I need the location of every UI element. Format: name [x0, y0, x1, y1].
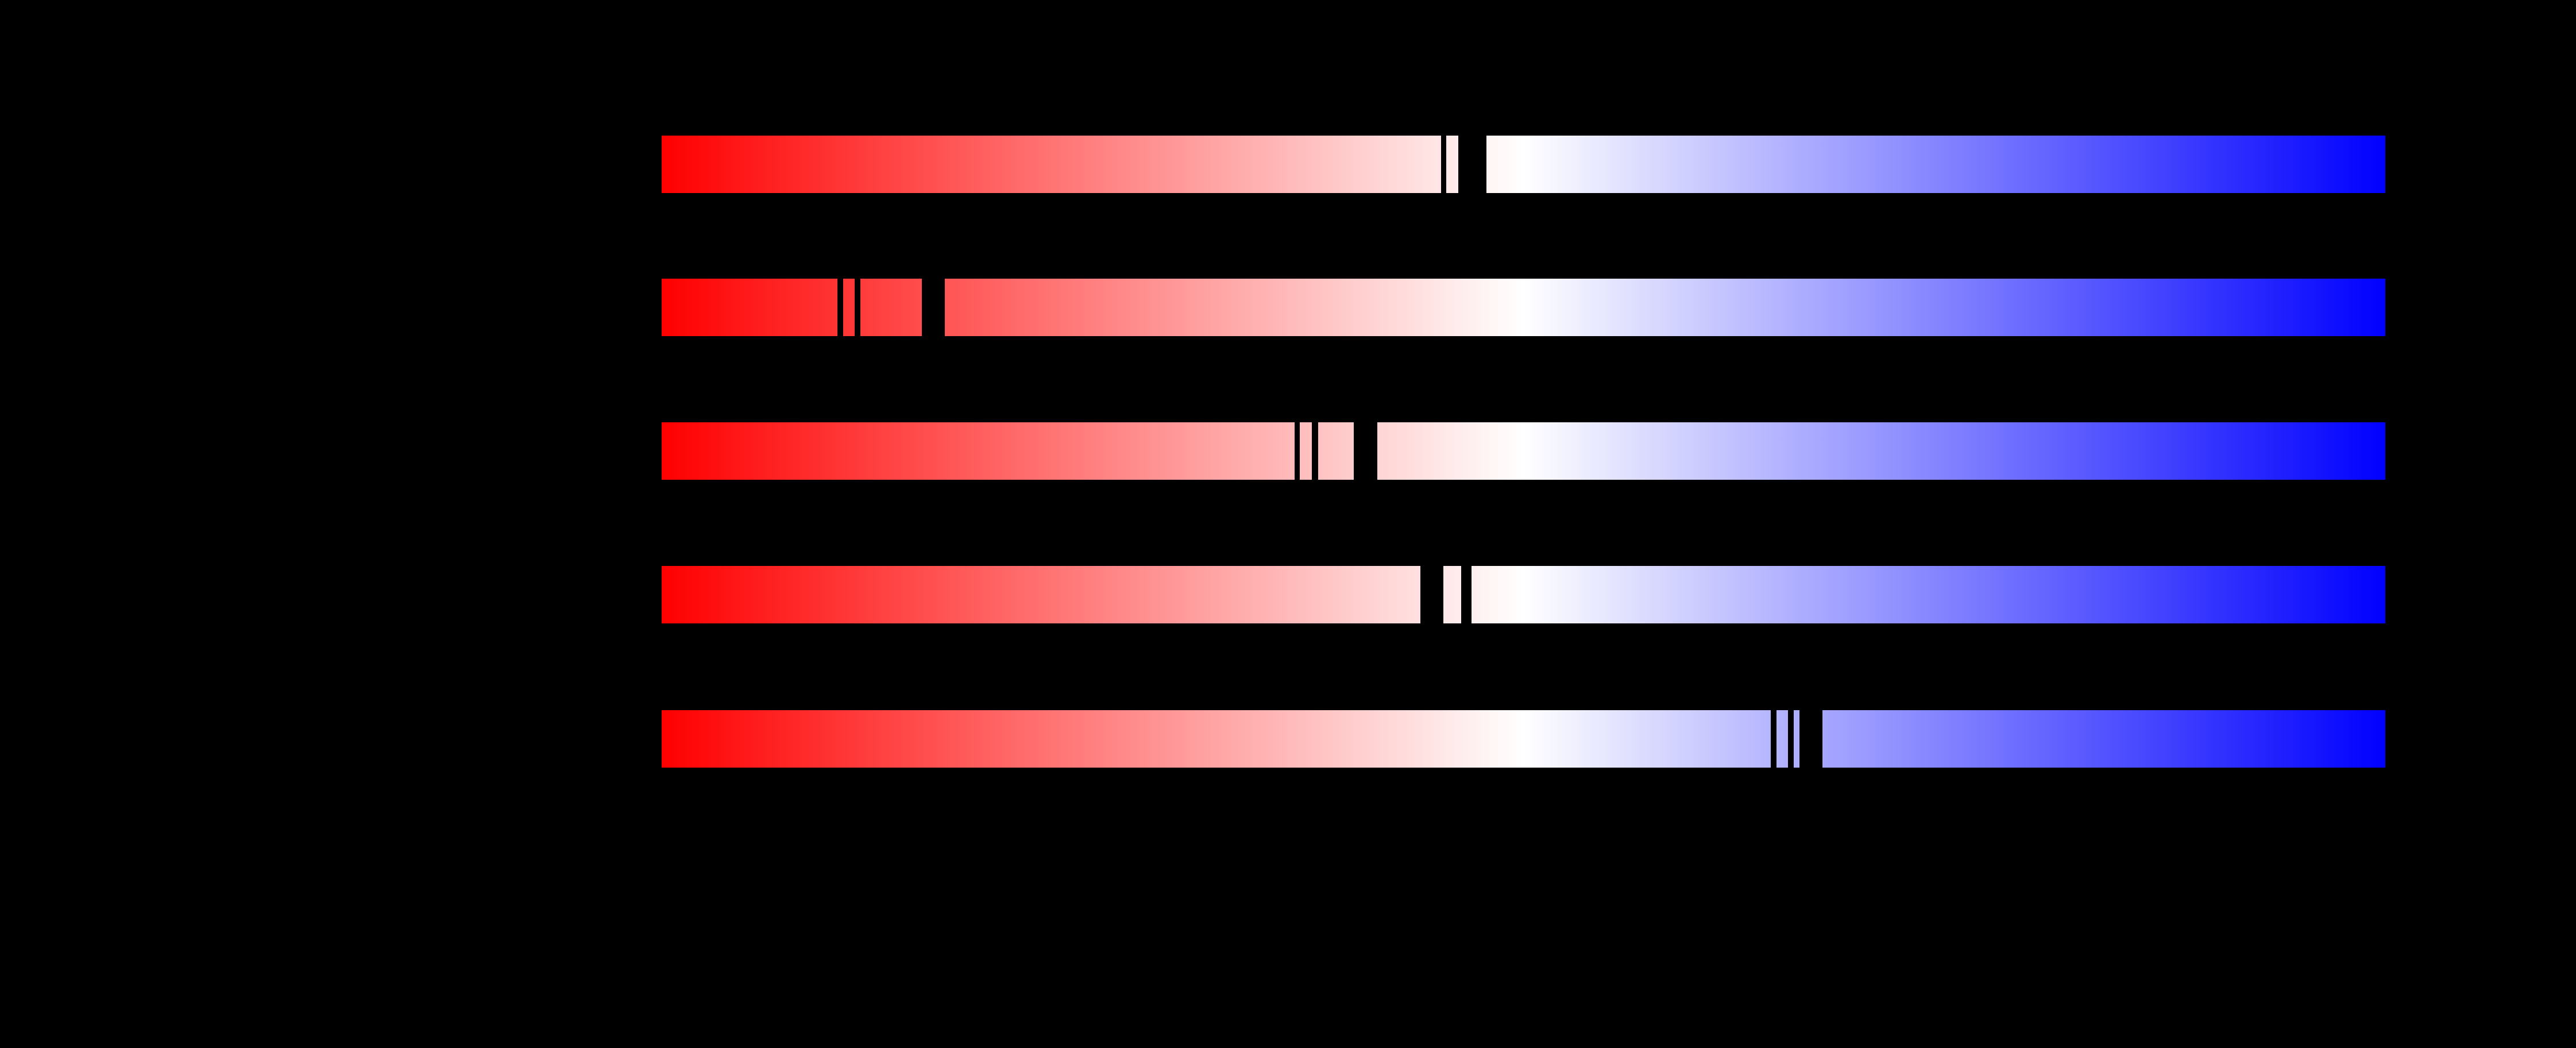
gradient-bar-row-3: [662, 566, 2385, 623]
marker-line: [1353, 422, 1377, 480]
marker-line: [1420, 566, 1443, 623]
gradient-bar-row-0: [662, 136, 2385, 193]
marker-line: [1799, 710, 1822, 768]
marker-line: [1311, 422, 1318, 480]
marker-line: [1440, 136, 1446, 193]
marker-line: [1771, 710, 1776, 768]
gradient-bar-row-4: [662, 710, 2385, 768]
marker-line: [1788, 710, 1794, 768]
marker-line: [837, 279, 843, 336]
gradient-bar-row-1: [662, 279, 2385, 336]
marker-line: [1461, 566, 1472, 623]
marker-line: [1458, 136, 1486, 193]
marker-line: [855, 279, 860, 336]
marker-line: [922, 279, 945, 336]
marker-line: [1294, 422, 1300, 480]
gradient-bar-row-2: [662, 422, 2385, 480]
